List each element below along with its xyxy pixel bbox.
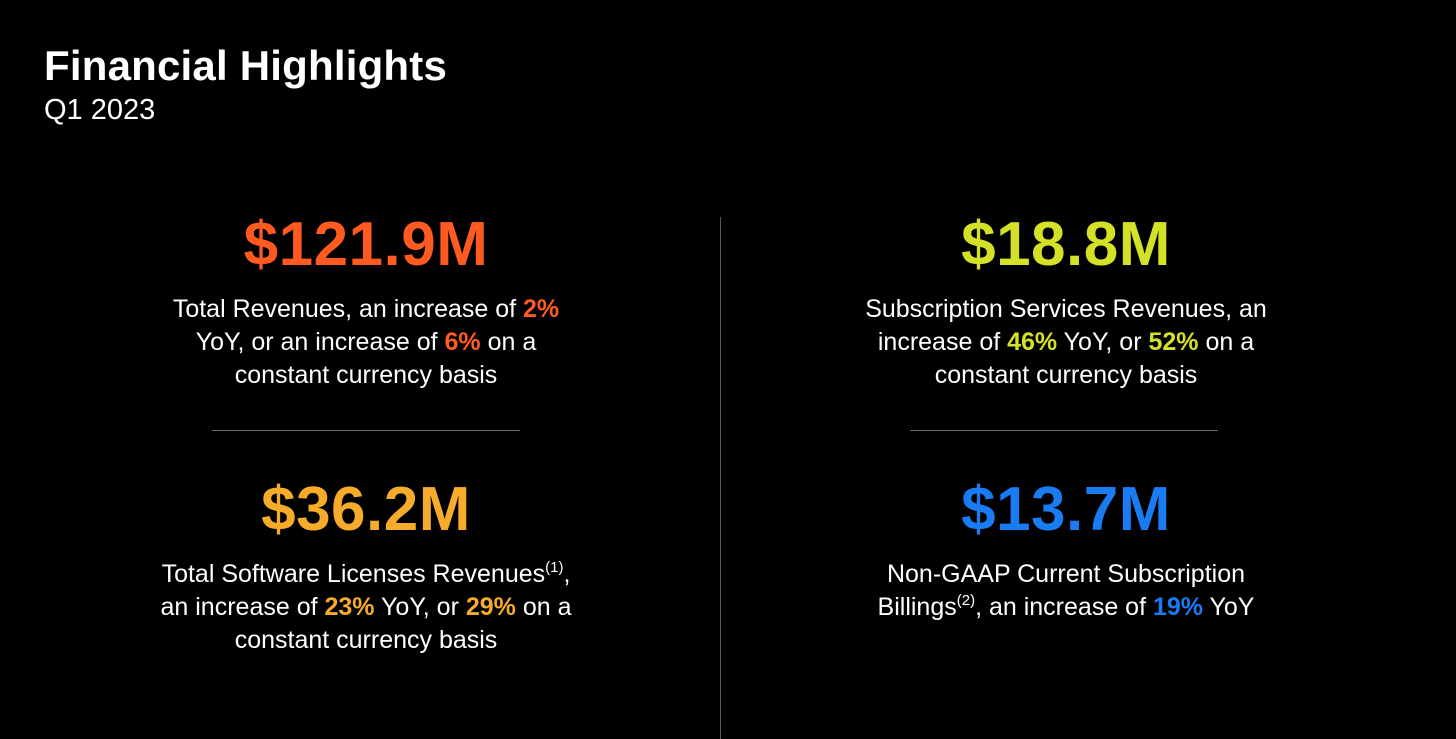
metric-software-licenses-revenues: $36.2M Total Software Licenses Revenues(…: [86, 472, 646, 657]
desc-text: , an increase of: [160, 560, 571, 621]
left-horizontal-divider: [212, 430, 520, 431]
metric-subscription-billings: $13.7M Non-GAAP Current Subscription Bill…: [786, 472, 1346, 624]
metric-subscription-services-revenues: $18.8M Subscription Services Revenues, a…: [786, 207, 1346, 392]
metric-highlight: 52%: [1148, 328, 1199, 356]
desc-text: YoY, or: [374, 593, 466, 621]
desc-text: Subscription Services Revenues, an increa…: [865, 295, 1267, 356]
metric-highlight: 19%: [1152, 593, 1204, 621]
metric-value: $36.2M: [261, 475, 471, 544]
metric-description: Total Software Licenses Revenues(1), an i…: [86, 558, 646, 657]
metric-value: $18.8M: [961, 210, 1171, 279]
metric-highlight: 46%: [1007, 328, 1058, 356]
desc-text: on a constant currency basis: [234, 328, 537, 389]
metric-value: $121.9M: [243, 210, 489, 279]
page-title: Financial Highlights: [44, 42, 448, 89]
desc-text: YoY, or: [1057, 328, 1149, 356]
vertical-divider: [720, 217, 721, 739]
desc-text: on a constant currency basis: [934, 328, 1255, 389]
right-horizontal-divider: [910, 430, 1218, 431]
footnote-marker: (1): [545, 559, 564, 576]
desc-text: YoY, or an increase of: [195, 328, 445, 356]
metric-total-revenues: $121.9M Total Revenues, an increase of 2…: [86, 207, 646, 392]
footnote-marker: (2): [956, 592, 976, 609]
metric-highlight: 23%: [324, 593, 375, 621]
metric-highlight: 2%: [523, 295, 560, 323]
desc-text: , an increase of: [975, 593, 1153, 621]
metric-highlight: 29%: [465, 593, 516, 621]
desc-text: Total Software Licenses Revenues: [161, 560, 546, 588]
desc-text: Billings: [877, 593, 957, 621]
metric-description: Subscription Services Revenues, an increa…: [786, 293, 1346, 392]
metric-description: Total Revenues, an increase of 2% YoY, or…: [86, 293, 646, 392]
desc-text: on a constant currency basis: [234, 593, 572, 654]
metric-value: $13.7M: [961, 475, 1171, 544]
desc-text: Total Revenues, an increase of: [172, 295, 524, 323]
metric-description: Non-GAAP Current Subscription Billings(2)…: [786, 558, 1346, 624]
page-subtitle: Q1 2023: [44, 94, 156, 126]
desc-text: Non-GAAP Current Subscription: [886, 560, 1246, 588]
metric-highlight: 6%: [444, 328, 481, 356]
desc-text: YoY: [1203, 593, 1255, 621]
